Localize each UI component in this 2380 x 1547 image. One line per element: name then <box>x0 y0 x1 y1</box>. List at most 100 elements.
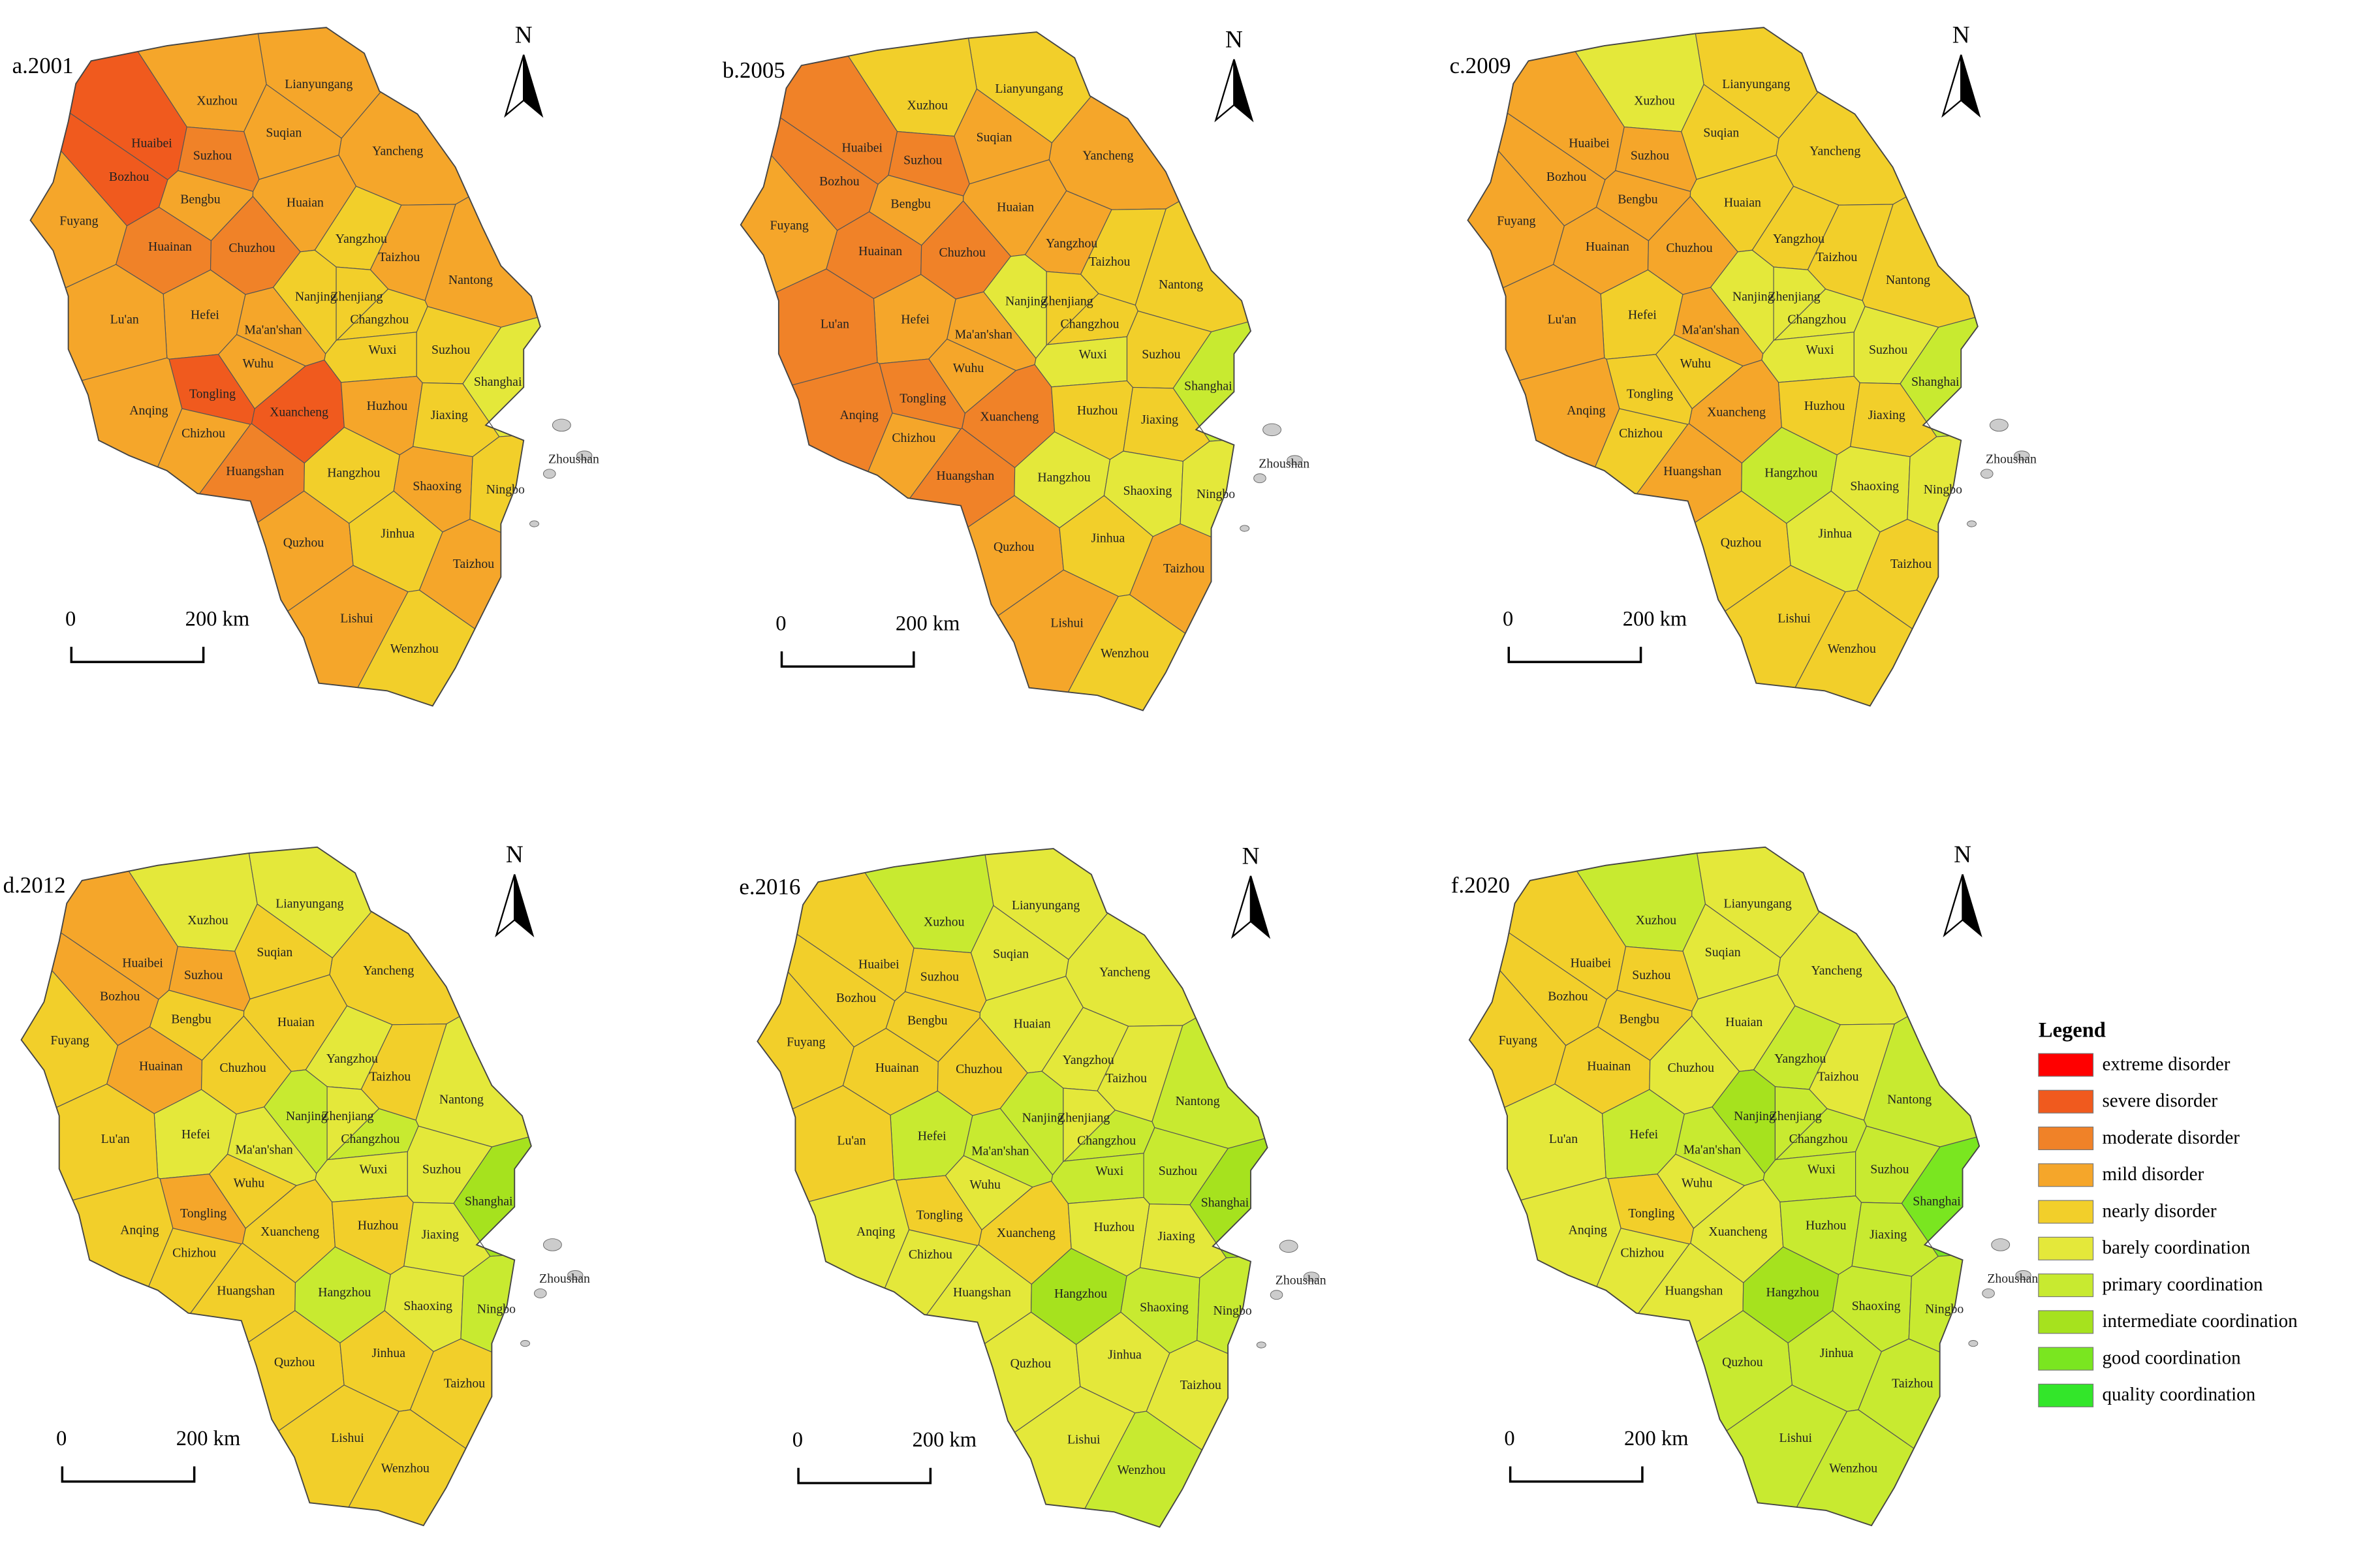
city-label: Chizhou <box>181 426 225 441</box>
city-label: Huainan <box>148 240 192 254</box>
scale-zero: 0 <box>1503 607 1513 631</box>
city-label: Chuzhou <box>1666 241 1712 255</box>
island <box>1982 1288 1995 1298</box>
city-label: Wenzhou <box>1118 1463 1166 1477</box>
map-outline <box>1467 27 1979 707</box>
island <box>576 450 593 461</box>
city-label: Nantong <box>448 273 493 287</box>
city-label: Ningbo <box>1197 487 1235 501</box>
city-label: Lishui <box>1779 1431 1813 1445</box>
city-label: Zhenjiang <box>1770 1109 1822 1123</box>
map-panel: a.2001 Lianyungang Xuzhou Suqian Huaibei Suzh… <box>12 22 599 707</box>
city-label: Wenzhou <box>381 1461 430 1476</box>
legend-label: extreme disorder <box>2102 1054 2230 1074</box>
city-label: Wuxi <box>1808 1163 1836 1177</box>
city-label: Wuhu <box>234 1176 265 1191</box>
city-label: Shanghai <box>1201 1196 1249 1210</box>
city-label: Ma'an'shan <box>971 1144 1029 1159</box>
island <box>2015 1270 2031 1280</box>
city-label: Wenzhou <box>1829 1461 1877 1476</box>
city-label: Huainan <box>858 244 902 258</box>
island <box>1279 1240 1298 1253</box>
city-label: Huangshan <box>226 464 284 478</box>
city-label: Suzhou <box>1870 1163 1909 1177</box>
city-label: Wuxi <box>1806 343 1834 357</box>
city-label: Fuyang <box>770 218 809 232</box>
city-label: Hangzhou <box>327 465 380 480</box>
scale-bar <box>70 646 205 663</box>
city-label: Xuzhou <box>187 913 228 928</box>
city-region <box>315 1151 408 1203</box>
city-label: Taizhou <box>379 250 420 264</box>
city-label: Lishui <box>1777 612 1811 626</box>
island <box>1989 418 2009 432</box>
city-label: Chizhou <box>1620 1245 1664 1260</box>
north-label: N <box>515 22 533 48</box>
scale-bar <box>1509 1466 1644 1483</box>
city-label: Xuzhou <box>1634 94 1675 108</box>
island <box>1262 423 1281 437</box>
city-label: Nanjing <box>1734 1109 1776 1123</box>
city-label: Suqian <box>1705 945 1741 960</box>
legend-swatch <box>2038 1163 2094 1187</box>
legend-swatch <box>2038 1347 2094 1371</box>
north-arrow-left <box>1941 54 1962 118</box>
island <box>542 1238 562 1251</box>
city-label: Suqian <box>977 130 1012 144</box>
city-label: Huaibei <box>841 141 883 155</box>
legend-swatch <box>2038 1053 2094 1077</box>
city-label: Huangshan <box>217 1284 275 1298</box>
city-label: Jiaxing <box>431 408 468 422</box>
island <box>552 418 571 432</box>
island <box>1303 1272 1320 1282</box>
city-label: Bengbu <box>907 1014 948 1028</box>
city-label: Huainan <box>1587 1059 1631 1073</box>
city-label: Lishui <box>1067 1432 1101 1446</box>
scale-distance: 200 km <box>1624 1427 1689 1450</box>
city-label: Huzhou <box>1093 1220 1135 1234</box>
north-arrow-right <box>1249 875 1271 939</box>
city-label: Taizhou <box>1816 250 1857 264</box>
city-label: Changzhou <box>1787 312 1846 326</box>
city-label: Wenzhou <box>1828 642 1876 656</box>
island <box>534 1288 547 1298</box>
north-label: N <box>506 841 524 868</box>
city-label: Wuxi <box>1079 347 1108 362</box>
map-panel: b.2005 Lianyungang Xuzhou Suqian Huaibei Suzh… <box>723 26 1309 711</box>
map-outline <box>29 27 541 707</box>
north-label: N <box>1225 26 1243 53</box>
city-label: Ma'an'shan <box>1683 1142 1741 1157</box>
city-label: Wuxi <box>359 1163 388 1177</box>
city-label: Suzhou <box>422 1163 461 1177</box>
city-label: Shaoxing <box>1140 1300 1189 1315</box>
city-label: Hefei <box>181 1127 210 1142</box>
city-label: Wenzhou <box>390 642 439 656</box>
north-arrow-left <box>495 874 516 938</box>
legend-swatch <box>2038 1236 2094 1260</box>
city-label: Xuancheng <box>1707 405 1766 419</box>
city-label: Suzhou <box>1631 148 1669 163</box>
panel-title: f.2020 <box>1451 873 1510 898</box>
city-label: Zhoushan <box>1276 1273 1326 1287</box>
legend-swatch <box>2038 1383 2094 1407</box>
city-label: Jiaxing <box>1158 1229 1195 1243</box>
scale-distance: 200 km <box>896 612 960 635</box>
north-arrow-left <box>504 54 525 118</box>
map-panel: d.2012 Lianyungang Xuzhou Suqian Huaibei Suzh… <box>3 841 590 1527</box>
city-label: Bengbu <box>1618 193 1658 207</box>
city-label: Chizhou <box>909 1247 952 1262</box>
island <box>1253 473 1266 484</box>
city-label: Huzhou <box>367 399 408 413</box>
city-label: Yangzhou <box>1046 236 1097 251</box>
legend-label: mild disorder <box>2102 1164 2204 1185</box>
city-label: Zhoushan <box>1987 1272 2038 1286</box>
city-label: Quzhou <box>994 540 1035 554</box>
panel-title: c.2009 <box>1450 53 1511 78</box>
city-label: Huaian <box>277 1015 315 1029</box>
city-label: Zhenjiang <box>321 1109 373 1123</box>
island <box>567 1270 584 1280</box>
city-label: Hangzhou <box>1764 465 1817 480</box>
city-label: Nanjing <box>1732 290 1774 304</box>
city-label: Huangshan <box>953 1285 1011 1300</box>
city-label: Suzhou <box>1159 1164 1197 1178</box>
